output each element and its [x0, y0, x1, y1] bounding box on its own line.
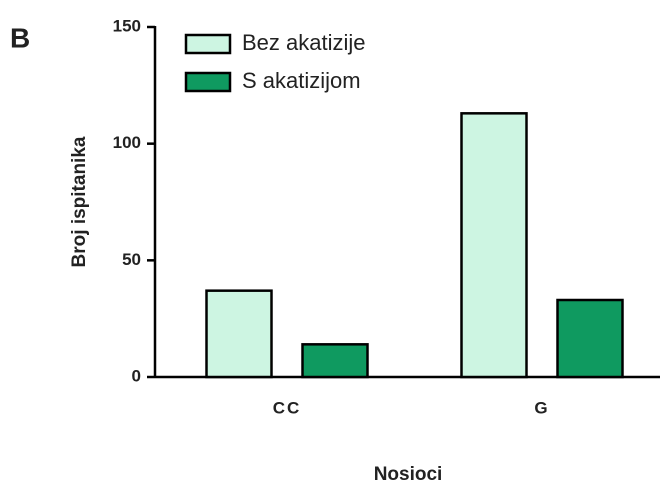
legend-swatch	[184, 33, 232, 55]
panel-label: B	[10, 22, 30, 53]
x-tick-label: G	[534, 398, 549, 417]
y-tick-label: 0	[132, 366, 141, 385]
legend-label: S akatizijom	[242, 68, 361, 93]
bar	[301, 343, 369, 379]
y-tick-label: 100	[113, 133, 141, 152]
x-axis-label: Nosioci	[374, 464, 443, 485]
bar	[556, 298, 624, 379]
y-axis-label: Broj ispitanika	[69, 136, 90, 267]
y-tick-label: 150	[113, 16, 141, 35]
bar	[460, 112, 528, 379]
x-tick-label: CC	[273, 398, 302, 417]
bar	[205, 289, 273, 379]
legend-swatch	[184, 71, 232, 93]
legend-label: Bez akatizije	[242, 30, 366, 55]
y-tick-label: 50	[122, 250, 141, 269]
